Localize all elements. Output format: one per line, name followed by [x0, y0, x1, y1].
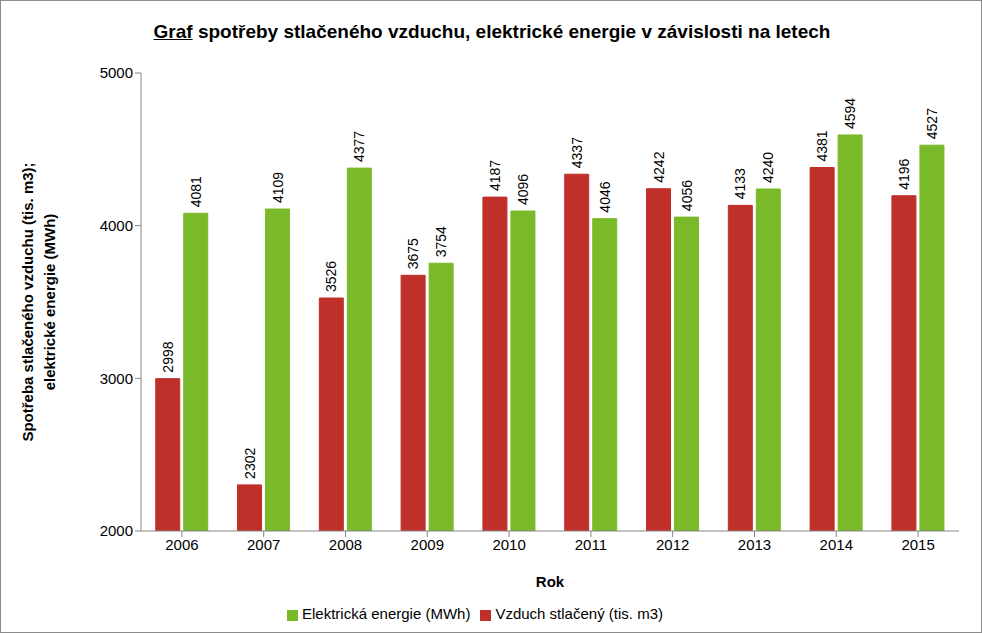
- svg-text:4109: 4109: [270, 172, 286, 203]
- svg-text:4096: 4096: [515, 174, 531, 205]
- svg-text:2009: 2009: [411, 536, 444, 553]
- svg-text:4000: 4000: [100, 217, 133, 234]
- svg-text:4381: 4381: [814, 130, 830, 161]
- svg-text:4594: 4594: [842, 98, 858, 129]
- svg-text:3675: 3675: [405, 238, 421, 269]
- svg-text:2011: 2011: [575, 536, 607, 553]
- svg-text:2998: 2998: [160, 341, 176, 372]
- html-text:Vzduch stlačený (tis. m3): Vzduch stlačený (tis. m3): [495, 605, 663, 622]
- svg-text:4377: 4377: [351, 131, 367, 162]
- svg-text:4240: 4240: [760, 152, 776, 183]
- svg-text:4056: 4056: [679, 180, 695, 211]
- svg-text:3526: 3526: [323, 261, 339, 292]
- svg-text:4133: 4133: [732, 168, 748, 199]
- svg-text:3754: 3754: [433, 226, 449, 257]
- svg-text:2007: 2007: [247, 536, 280, 553]
- svg-text:4337: 4337: [569, 137, 585, 168]
- svg-text:2012: 2012: [656, 536, 689, 553]
- svg-text:4527: 4527: [924, 108, 940, 139]
- svg-text:2015: 2015: [901, 536, 934, 553]
- svg-text:4187: 4187: [487, 160, 503, 191]
- svg-text:2006: 2006: [165, 536, 198, 553]
- svg-text:4242: 4242: [651, 151, 667, 182]
- svg-text:4196: 4196: [896, 158, 912, 189]
- svg-text:2302: 2302: [242, 448, 258, 479]
- svg-text:4046: 4046: [597, 181, 613, 212]
- html-text:Elektrická energie (MWh): Elektrická energie (MWh): [302, 605, 471, 622]
- svg-text:2010: 2010: [492, 536, 525, 553]
- svg-text:Rok: Rok: [536, 573, 565, 590]
- svg-text:2014: 2014: [820, 536, 853, 553]
- svg-text:2013: 2013: [738, 536, 771, 553]
- html-text:Graf spotřeby stlačeného vzduc: Graf spotřeby stlačeného vzduchu, elektr…: [153, 21, 831, 42]
- svg-text:2000: 2000: [100, 522, 133, 539]
- svg-text:2008: 2008: [329, 536, 362, 553]
- svg-text:Spotřeba stlačeného vzduchu (t: Spotřeba stlačeného vzduchu (tis. m3);el…: [19, 162, 58, 441]
- svg-text:3000: 3000: [100, 370, 133, 387]
- svg-text:5000: 5000: [100, 64, 133, 81]
- svg-text:4081: 4081: [188, 176, 204, 207]
